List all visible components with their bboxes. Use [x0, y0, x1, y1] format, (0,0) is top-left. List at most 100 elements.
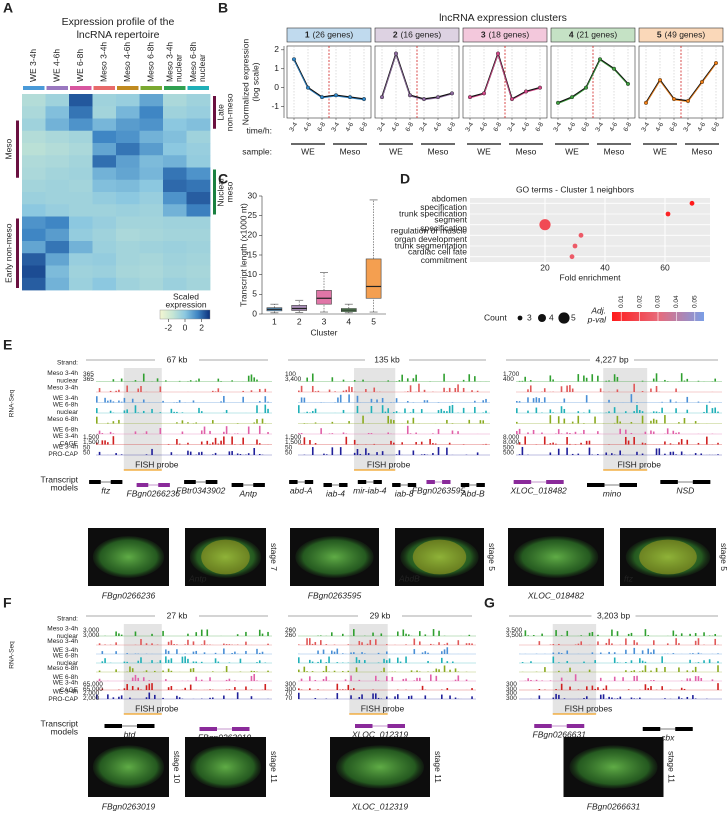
signal [406, 420, 409, 424]
signal [209, 443, 211, 445]
stage-label: stage 7 [269, 543, 279, 571]
signal [424, 695, 427, 699]
signal [309, 412, 311, 413]
signal [655, 667, 658, 672]
cluster-point [524, 89, 529, 94]
signal [98, 678, 101, 681]
signal [532, 430, 535, 434]
heatmap-cell [92, 106, 117, 119]
signal [236, 692, 239, 699]
term-label: organ development [394, 234, 467, 244]
gene-label: FBgn0263595 [412, 485, 466, 495]
plot-background [470, 198, 710, 262]
signal [176, 422, 178, 424]
signal [669, 443, 672, 445]
signal [298, 692, 300, 699]
x-tick-label: 4 [346, 316, 351, 326]
signal [167, 668, 170, 672]
size-legend-title: Count [484, 312, 507, 322]
signal [412, 450, 415, 455]
y-axis-label: Normalized expression [240, 39, 250, 126]
track-range: 70 [285, 695, 293, 702]
signal [364, 660, 366, 663]
gene-label: XLOC_012319 [351, 729, 409, 739]
signal [549, 409, 552, 413]
x-tick-label: 4-6 [478, 121, 489, 133]
signal [689, 678, 691, 681]
signal [468, 419, 471, 424]
signal [577, 643, 580, 645]
signal [212, 454, 214, 455]
signal [583, 429, 585, 434]
signal [309, 676, 311, 681]
signal [451, 430, 454, 434]
gene-label: mir-iab-4 [353, 485, 387, 495]
x-tick-label: 6-8 [446, 121, 457, 133]
signal [583, 375, 585, 382]
signal [563, 408, 566, 413]
signal [381, 397, 384, 403]
signal [220, 440, 222, 445]
signal [380, 671, 383, 672]
signal [597, 454, 599, 455]
heatmap-cell [163, 253, 187, 266]
signal [549, 644, 552, 645]
signal [694, 421, 697, 424]
signal [118, 400, 120, 403]
signal [717, 661, 719, 663]
signal [588, 447, 591, 455]
cluster-point [538, 85, 543, 90]
signal [109, 410, 112, 413]
signal [256, 648, 258, 654]
signal [538, 641, 541, 645]
signal [200, 629, 203, 636]
facet-title: 4 (21 genes) [569, 30, 618, 40]
signal [616, 698, 619, 699]
signal [697, 380, 700, 382]
signal [714, 638, 717, 645]
signal [200, 430, 203, 434]
signal [437, 447, 440, 455]
signal [661, 686, 663, 690]
heatmap-cell [22, 253, 46, 266]
signal [563, 418, 566, 424]
signal [419, 677, 421, 681]
signal [355, 667, 358, 672]
gene-exon [304, 480, 314, 484]
signal [653, 640, 655, 645]
signal [225, 426, 228, 434]
colorbar-label: Scaled [173, 291, 199, 301]
signal [145, 431, 148, 434]
signal [415, 432, 417, 434]
signal [633, 640, 636, 645]
heatmap-cell [69, 143, 93, 156]
heatmap-cell [186, 167, 211, 181]
signal [203, 640, 206, 645]
signal [317, 390, 320, 392]
signal [619, 428, 621, 434]
signal [703, 632, 705, 636]
signal [342, 432, 345, 434]
signal [678, 667, 680, 672]
track-range: 365 [83, 376, 94, 383]
signal [209, 430, 211, 434]
signal [549, 443, 552, 445]
signal [717, 442, 719, 445]
signal [184, 644, 186, 645]
image-caption: XLOC_012319 [351, 801, 409, 811]
signal [569, 667, 571, 672]
signal [375, 639, 377, 645]
signal [137, 660, 140, 663]
signal [134, 380, 137, 382]
signal [406, 425, 409, 434]
signal [300, 385, 303, 392]
signal [527, 410, 529, 413]
heatmap-cell [116, 204, 140, 217]
track-range: 300 [506, 690, 517, 697]
signal [383, 667, 385, 672]
signal [314, 408, 317, 413]
y-tick-label: 5 [252, 289, 257, 299]
signal [342, 390, 345, 392]
signal [655, 386, 658, 392]
column-label: Meso 6-8h [188, 42, 198, 82]
